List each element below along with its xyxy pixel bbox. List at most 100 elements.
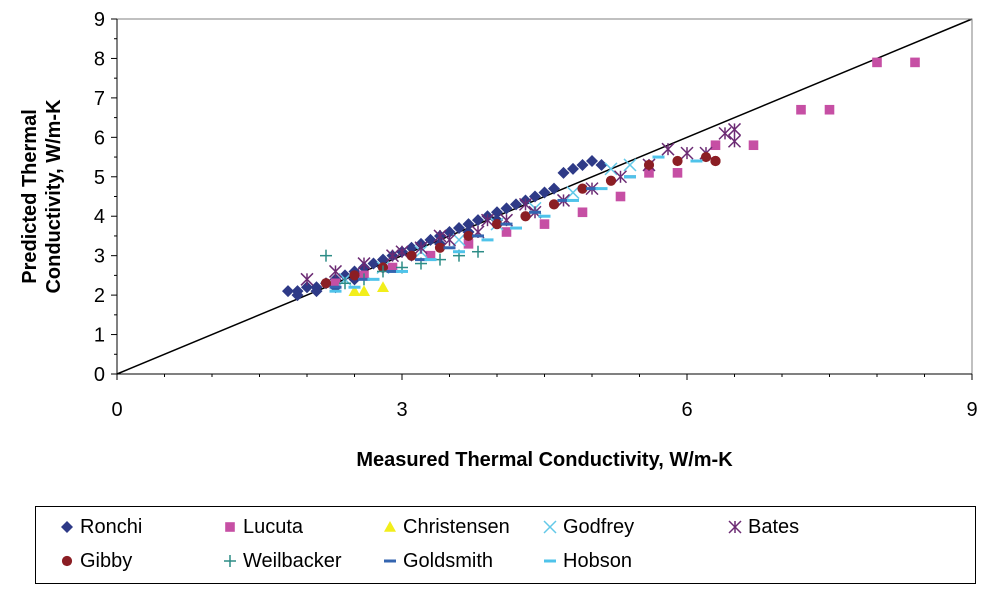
point-hobson	[481, 238, 494, 242]
point-ronchi	[310, 285, 323, 298]
point-ronchi-shape	[529, 190, 541, 203]
point-gibby-shape	[520, 211, 531, 222]
point-ronchi-shape	[310, 285, 323, 298]
x-tick-label: 9	[966, 399, 977, 421]
point-ronchi	[595, 158, 608, 171]
point-hobson-shape	[424, 258, 437, 262]
point-gibby	[434, 242, 446, 253]
point-ronchi-shape	[557, 166, 570, 179]
point-hobson-shape	[567, 198, 579, 202]
legend-marker-hobson	[544, 559, 556, 563]
scatter-chart: 0 1 2 3 4 5 6 7 8 9 0 3 6 9 Measured Thermal Conducti…	[19, 9, 978, 471]
point-ronchi-shape	[567, 162, 579, 175]
point-christensen-shape	[348, 285, 361, 296]
point-ronchi-shape	[443, 226, 456, 238]
point-ronchi	[339, 269, 351, 282]
point-hobson	[348, 285, 361, 289]
point-goldsmith	[358, 277, 370, 281]
legend-label: Gibby	[80, 549, 133, 572]
point-hobson-shape	[538, 214, 551, 218]
point-hobson	[652, 155, 665, 159]
point-goldsmith	[500, 222, 513, 226]
point-hobson-shape	[453, 250, 465, 254]
point-lucuta	[824, 104, 835, 115]
y-axis-title: Predicted Thermal Conductivity, W/m-K	[19, 99, 65, 294]
legend-marker-shape	[728, 520, 742, 534]
point-weilbacker	[339, 277, 351, 290]
point-ronchi	[529, 190, 541, 203]
axes: 0 1 2 3 4 5 6 7 8 9 0 3 6 9	[94, 9, 978, 421]
series-hobson	[329, 155, 703, 293]
point-weilbacker	[472, 245, 484, 258]
point-gibby-shape	[434, 242, 446, 253]
point-gibby	[710, 155, 721, 167]
point-lucuta	[796, 104, 806, 115]
point-ronchi	[557, 166, 570, 179]
point-ronchi	[453, 222, 465, 235]
point-goldsmith-shape	[586, 187, 598, 191]
point-lucuta	[710, 140, 721, 151]
point-bates	[613, 170, 628, 184]
point-hobson-shape	[624, 175, 636, 179]
y-tick-label: 3	[94, 246, 105, 268]
point-bates	[661, 142, 675, 156]
point-bates	[727, 122, 742, 136]
y-tick-label: 7	[94, 88, 105, 110]
point-hobson	[690, 159, 703, 163]
point-goldsmith-shape	[472, 234, 484, 238]
point-bates	[433, 229, 447, 243]
point-lucuta-shape	[824, 104, 835, 115]
point-goldsmith-shape	[386, 269, 399, 273]
legend-label: Godfrey	[563, 515, 635, 538]
point-bates	[385, 249, 400, 263]
series-christensen	[348, 281, 389, 296]
legend-label: Weilbacker	[243, 549, 342, 572]
point-lucuta-shape	[425, 250, 436, 261]
legend-marker-shape-stroke-b	[543, 520, 557, 534]
point-ronchi	[576, 158, 589, 171]
point-ronchi-shape	[510, 198, 522, 211]
legend-item-gibby: Gibby	[58, 546, 132, 576]
point-lucuta	[910, 57, 920, 68]
legend-item-christensen: Christensen	[381, 512, 510, 542]
point-gibby	[548, 199, 560, 210]
point-lucuta-shape	[463, 239, 474, 249]
point-bates	[300, 272, 314, 286]
point-ronchi-shape	[538, 186, 551, 199]
y-tick-label: 1	[94, 325, 105, 347]
point-lucuta-shape	[710, 140, 721, 151]
point-godfrey-stroke-b	[566, 186, 580, 200]
point-goldsmith	[329, 285, 342, 289]
point-gibby	[491, 219, 503, 230]
point-goldsmith-shape	[557, 198, 570, 202]
point-goldsmith	[557, 198, 570, 202]
legend-marker-shape-shape	[61, 555, 73, 567]
point-goldsmith	[386, 269, 399, 273]
point-lucuta-shape	[577, 207, 588, 218]
point-ronchi	[567, 162, 579, 175]
legend-label: Lucuta	[243, 515, 304, 538]
point-lucuta	[615, 191, 626, 202]
point-hobson	[510, 226, 522, 230]
legend-marker-shape	[384, 559, 396, 563]
point-ronchi	[405, 241, 418, 254]
y-axis-title-line2: Conductivity, W/m-K	[43, 99, 65, 294]
y-tick-label: 6	[94, 127, 105, 149]
point-gibby-shape	[463, 230, 474, 242]
x-axis-title: Measured Thermal Conductivity, W/m-K	[356, 449, 733, 471]
point-hobson	[424, 258, 437, 262]
point-ronchi	[443, 226, 456, 238]
point-goldsmith	[472, 234, 484, 238]
point-bates	[395, 245, 409, 259]
point-godfrey-stroke-b	[604, 162, 618, 176]
y-tick-label: 5	[94, 167, 105, 189]
point-hobson	[624, 175, 636, 179]
legend-marker-shape	[543, 520, 557, 534]
point-lucuta	[577, 207, 588, 218]
point-hobson	[367, 277, 380, 281]
series-gibby	[320, 151, 721, 289]
point-lucuta-shape	[615, 191, 626, 202]
point-ronchi	[301, 281, 313, 294]
point-goldsmith-shape	[415, 258, 427, 262]
point-bates	[718, 126, 732, 140]
